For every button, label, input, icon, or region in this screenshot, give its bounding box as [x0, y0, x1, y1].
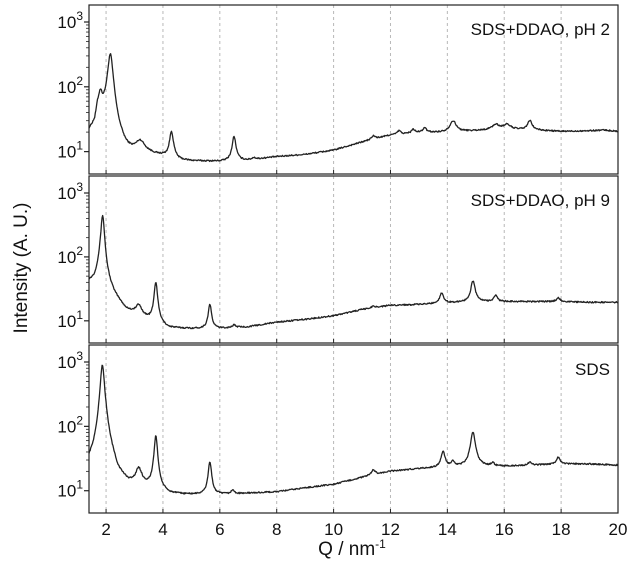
- curve-3: [88, 364, 619, 495]
- y-tick-label-p3-2: 103: [57, 349, 83, 372]
- x-axis-label-text: Q / nm: [318, 539, 375, 560]
- x-tick-label-2: 2: [101, 520, 110, 539]
- grid-layer: [105, 5, 562, 513]
- x-tick-label-14: 14: [438, 520, 457, 539]
- panels-layer: [88, 53, 619, 495]
- curve-1: [88, 53, 619, 163]
- y-tick-label-p3-0: 101: [57, 478, 83, 501]
- y-tick-label-p2-0: 101: [57, 308, 83, 331]
- y-tick-label-p3-1: 102: [57, 413, 83, 436]
- y-tick-label-p1-1: 102: [57, 74, 83, 97]
- x-tick-label-16: 16: [495, 520, 514, 539]
- x-tick-label-20: 20: [609, 520, 627, 539]
- x-tick-label-6: 6: [215, 520, 224, 539]
- x-tick-label-8: 8: [272, 520, 281, 539]
- x-axis-label: Q / nm-1: [318, 537, 386, 560]
- x-tick-label-4: 4: [158, 520, 167, 539]
- x-tick-label-12: 12: [381, 520, 400, 539]
- panel-label-3: SDS: [575, 360, 610, 379]
- curve-2: [88, 214, 619, 330]
- panel-label-1: SDS+DDAO, pH 2: [471, 20, 610, 39]
- x-axis-label-superscript: -1: [375, 537, 386, 551]
- y-tick-label-p2-1: 102: [57, 244, 83, 267]
- y-tick-label-p1-0: 101: [57, 139, 83, 162]
- y-tick-label-p2-2: 103: [57, 180, 83, 203]
- y-tick-label-p1-2: 103: [57, 9, 83, 32]
- x-tick-label-18: 18: [552, 520, 571, 539]
- panel-frame-3: [88, 344, 619, 514]
- x-tick-label-10: 10: [324, 520, 343, 539]
- panel-label-2: SDS+DDAO, pH 9: [471, 191, 610, 210]
- y-axis-label: Intensity (A. U.): [11, 203, 32, 334]
